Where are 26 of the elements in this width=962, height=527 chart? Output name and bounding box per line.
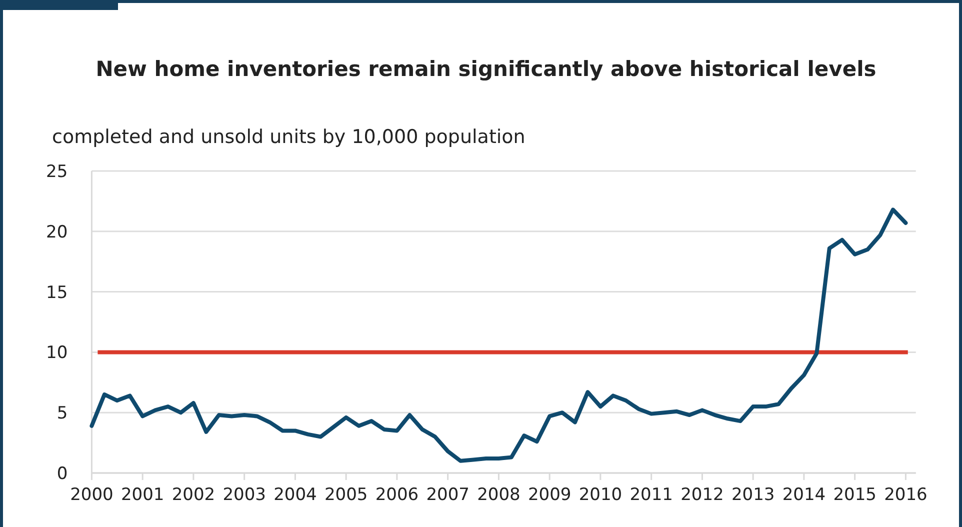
y-tick-label: 5 xyxy=(56,404,68,424)
y-tick-label: 20 xyxy=(46,222,68,242)
x-tick-label: 2002 xyxy=(172,485,216,505)
y-tick-label: 0 xyxy=(56,464,68,484)
y-tick-label: 15 xyxy=(46,282,68,303)
x-tick-label: 2007 xyxy=(426,485,470,505)
x-tick-label: 2008 xyxy=(477,485,520,505)
x-tick-label: 2010 xyxy=(578,485,622,505)
line-series xyxy=(90,208,908,463)
x-tick-label: 2001 xyxy=(120,485,164,505)
x-tick-label: 2016 xyxy=(884,485,928,505)
x-tick-label: 2005 xyxy=(324,485,368,505)
x-tick-label: 2009 xyxy=(528,485,572,505)
x-tick-label: 2003 xyxy=(222,485,266,505)
x-tick-label: 2012 xyxy=(680,485,724,505)
x-tick-label: 2004 xyxy=(274,485,317,505)
x-tick-label: 2014 xyxy=(782,485,826,505)
y-tick-label: 10 xyxy=(46,343,68,364)
x-tick-label: 2006 xyxy=(375,485,419,505)
y-axis-title: completed and unsold units by 10,000 population xyxy=(52,126,526,148)
y-tick-label: 25 xyxy=(46,162,68,182)
x-tick-label: 2015 xyxy=(833,485,876,505)
chart-title: New home inventories remain significantly above historical levels xyxy=(96,57,876,81)
x-tick-label: 2011 xyxy=(630,485,673,505)
x-tick-label: 2000 xyxy=(70,485,114,505)
x-tick-label: 2013 xyxy=(731,485,775,505)
